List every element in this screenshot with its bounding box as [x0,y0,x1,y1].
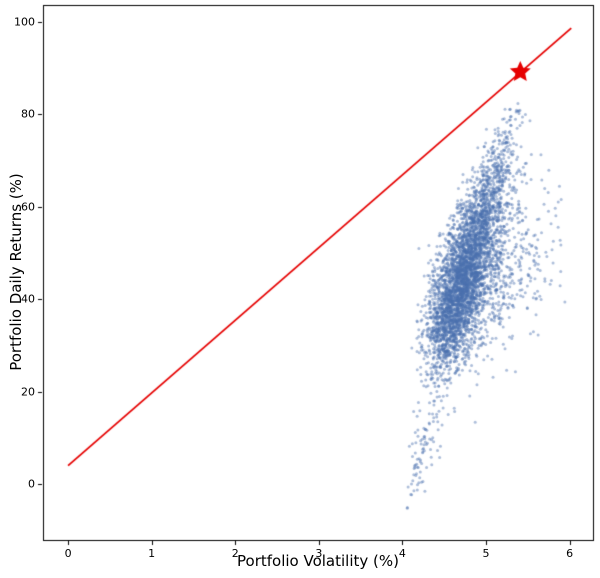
x-tick-label: 0 [64,547,72,560]
x-tick-label: 3 [315,547,323,560]
y-tick-label: 100 [14,15,35,29]
x-tick-label: 4 [398,547,406,560]
y-tick-label: 40 [21,292,35,306]
y-tick-label: 0 [28,477,35,491]
x-tick-label: 1 [148,547,156,560]
y-tick-label: 60 [21,200,35,214]
x-axis-label: Portfolio Volatility (%) [237,552,399,570]
y-tick-label: 80 [21,107,35,121]
x-tick-label: 5 [482,547,490,560]
x-tick-label: 2 [231,547,239,560]
y-tick-label: 20 [21,385,35,399]
x-tick-label: 6 [566,547,574,560]
